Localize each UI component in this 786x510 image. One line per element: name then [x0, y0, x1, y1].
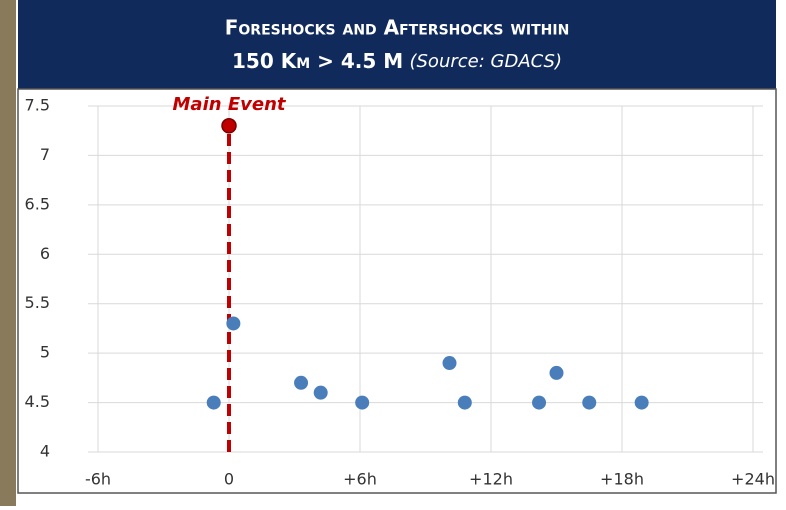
point: [532, 396, 546, 410]
y-tick-label: 5: [40, 343, 50, 362]
x-tick-label: +24h: [731, 470, 775, 489]
x-tick-label: 0: [224, 470, 234, 489]
y-tick-label: 6: [40, 244, 50, 263]
point: [443, 356, 457, 370]
y-tick-label: 4.5: [25, 392, 50, 411]
x-tick-label: -6h: [85, 470, 111, 489]
chart-frame: [18, 89, 776, 493]
point: [582, 396, 596, 410]
x-tick-label: +18h: [600, 470, 644, 489]
header: [18, 0, 776, 89]
source: (Source: GDACS): [409, 51, 562, 72]
x-tick-label: +6h: [343, 470, 377, 489]
chart: Foreshocks and Aftershocks within 150 Km…: [0, 0, 786, 506]
y-tick-label: 7: [40, 145, 50, 164]
point: [355, 396, 369, 410]
page: Foreshocks and Aftershocks within 150 Km…: [0, 0, 786, 506]
point: [550, 366, 564, 380]
main-event-label: Main Event: [173, 94, 287, 115]
y-tick-label: 4: [40, 442, 50, 461]
chart-title: Foreshocks and Aftershocks within: [225, 16, 570, 40]
point: [294, 376, 308, 390]
x-tick-label: +12h: [469, 470, 513, 489]
y-tick-label: 7.5: [25, 96, 50, 115]
point: [314, 386, 328, 400]
point: [458, 396, 472, 410]
y-tick-label: 5.5: [25, 293, 50, 312]
chart-subtitle: 150 Km > 4.5 M (Source: GDACS): [232, 49, 562, 73]
subtitle: 150 Km > 4.5 M: [232, 49, 403, 73]
y-tick-label: 6.5: [25, 194, 50, 213]
main-event-point: [222, 119, 236, 133]
point: [226, 316, 240, 330]
map-strip: [0, 0, 16, 506]
point: [207, 396, 221, 410]
point: [635, 396, 649, 410]
